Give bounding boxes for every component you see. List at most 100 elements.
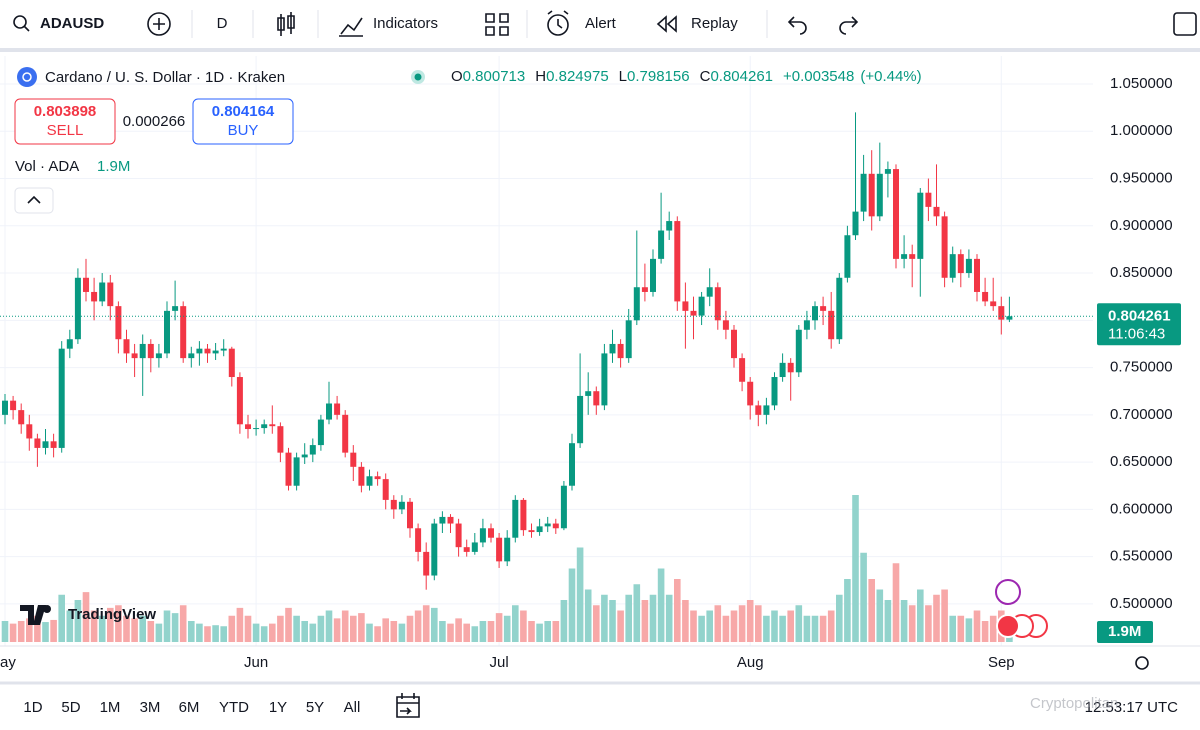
volume-bar	[827, 610, 835, 642]
candle-body	[852, 211, 859, 236]
x-tick-label: Jul	[490, 654, 509, 671]
volume-bar	[633, 584, 641, 642]
axis-settings[interactable]	[1135, 656, 1149, 670]
volume-bar	[706, 610, 713, 642]
sell-label: SELL	[47, 122, 84, 139]
sell-button[interactable]	[14, 98, 116, 145]
candle-body	[155, 353, 162, 359]
ohlc-value: 0.804261	[710, 68, 773, 85]
interval[interactable]: D	[217, 15, 228, 32]
range-button[interactable]: 3M	[140, 699, 161, 716]
candle-body	[625, 320, 632, 359]
candle-body	[212, 350, 219, 354]
volume-bar	[374, 626, 381, 642]
volume-bar	[301, 621, 308, 642]
economic-event[interactable]	[996, 614, 1020, 638]
replay-icon[interactable]	[656, 15, 677, 33]
range-button[interactable]: YTD	[219, 699, 249, 716]
volume-bar	[795, 605, 803, 642]
y-tick-label: 0.600000	[1110, 500, 1173, 517]
candle-body	[139, 343, 146, 359]
indicators-button[interactable]: Indicators	[373, 15, 438, 32]
volume-bar	[455, 618, 462, 642]
volume-bar	[447, 623, 454, 642]
volume-bar	[617, 610, 624, 642]
volume-bar	[674, 579, 681, 642]
candle-body	[779, 362, 786, 378]
chart-type-icon[interactable]	[277, 12, 295, 36]
candle-body	[123, 339, 130, 354]
date-range-icon[interactable]	[396, 693, 420, 718]
volume-bar	[212, 625, 219, 642]
undo[interactable]	[787, 16, 807, 35]
candle-body	[74, 277, 81, 340]
y-tick-label: 0.900000	[1110, 217, 1173, 234]
candle-body	[698, 296, 705, 316]
redo[interactable]	[839, 16, 859, 35]
volume-bar	[657, 568, 665, 642]
x-tick-label: Sep	[988, 654, 1015, 671]
tv-logo-dot	[43, 605, 51, 613]
search-icon-handle	[23, 25, 30, 32]
volume-bar	[544, 621, 551, 642]
volume-legend-value: 1.9M	[97, 158, 130, 175]
search-icon[interactable]	[13, 15, 27, 29]
candle-body	[1006, 316, 1013, 320]
volume-bar	[503, 615, 511, 642]
add-symbol[interactable]	[147, 12, 171, 36]
range-button[interactable]: 5Y	[306, 699, 324, 716]
volume-bar	[82, 592, 90, 642]
candle-body	[471, 542, 478, 552]
range-button[interactable]: 1M	[100, 699, 121, 716]
volume-bar	[625, 594, 632, 642]
symbol[interactable]: ADAUSD	[40, 15, 104, 32]
candle-body	[674, 221, 681, 302]
sell-price: 0.803898	[34, 103, 97, 120]
range-button[interactable]: 5D	[61, 699, 80, 716]
ohlc-key: C	[700, 68, 711, 85]
candle-body	[706, 287, 713, 297]
volume-bar	[528, 621, 535, 642]
candle-body	[609, 343, 616, 354]
volume-bar	[163, 610, 171, 642]
coin-logo-mark	[22, 72, 32, 82]
change: +0.003548	[783, 68, 854, 85]
candle-body	[293, 457, 300, 486]
range-button[interactable]: 6M	[179, 699, 200, 716]
candle-body	[714, 287, 721, 321]
toolbar: ADAUSD D Indicators Alert Replay	[0, 10, 1200, 52]
volume-bar	[779, 615, 786, 642]
candle-body	[512, 499, 519, 538]
alert-icon[interactable]	[547, 14, 569, 36]
volume-bar	[317, 615, 325, 642]
range-button[interactable]: All	[344, 699, 361, 716]
fullscreen[interactable]	[1173, 12, 1197, 36]
range-button[interactable]: 1D	[23, 699, 42, 716]
volume-bar	[989, 615, 997, 642]
alert-button[interactable]: Alert	[585, 15, 617, 32]
volume-bar	[487, 621, 495, 642]
replay-button[interactable]: Replay	[691, 15, 738, 32]
candle-body	[431, 523, 438, 576]
volume-bar	[333, 618, 341, 642]
volume-bar	[868, 579, 875, 642]
volume-bar	[957, 615, 965, 642]
volume-bar	[123, 615, 130, 642]
indicators-icon[interactable]	[339, 17, 363, 37]
buy-button[interactable]	[192, 98, 294, 145]
volume-bar	[26, 618, 33, 642]
volume-bar	[479, 621, 487, 642]
collapse-legend[interactable]	[14, 187, 54, 214]
volume-bar	[682, 600, 689, 642]
layouts-icon[interactable]	[485, 13, 509, 36]
buy-price: 0.804164	[212, 103, 275, 120]
volume-bar	[495, 613, 503, 642]
range-button[interactable]: 1Y	[269, 699, 287, 716]
candle-body	[893, 169, 899, 259]
candle-body	[658, 230, 665, 259]
candle-body	[901, 254, 908, 259]
volume-bar	[422, 605, 430, 642]
events-icon[interactable]	[995, 579, 1021, 605]
volume-label-box	[1097, 621, 1153, 643]
